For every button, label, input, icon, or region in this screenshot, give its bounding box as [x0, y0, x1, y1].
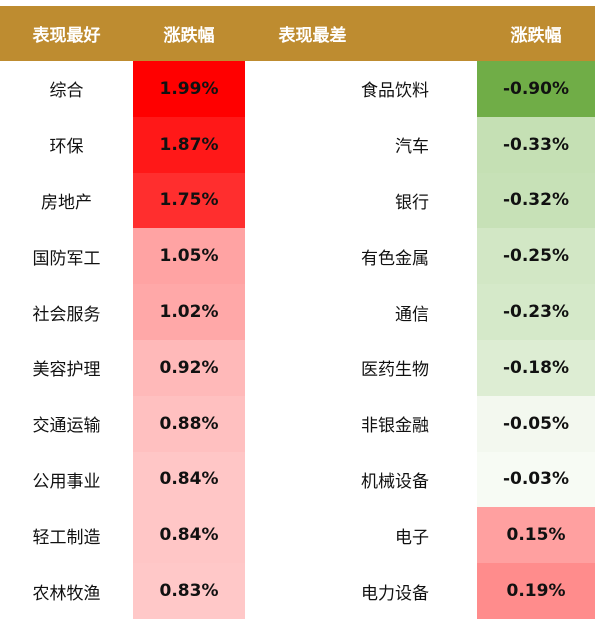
best-sector-change: 0.83% — [133, 563, 245, 619]
worst-sector-change: -0.05% — [477, 395, 595, 452]
best-sector-change: 1.87% — [133, 116, 245, 173]
worst-sector-change: -0.25% — [477, 228, 595, 285]
best-sector-change: 1.99% — [133, 61, 245, 117]
worst-sector-name: 非银金融 — [361, 416, 429, 437]
table-row: 社会服务 1.02% 通信 -0.23% — [0, 284, 595, 340]
worst-sector-name: 有色金属 — [361, 248, 429, 269]
worst-sector-change: -0.03% — [477, 451, 595, 508]
table-row: 轻工制造 0.84% 电子 0.15% — [0, 507, 595, 564]
best-sector-change: 0.88% — [133, 395, 245, 452]
worst-sector-change: -0.33% — [477, 116, 595, 173]
best-sector-name: 农林牧渔 — [32, 583, 101, 604]
best-sector-name: 综合 — [49, 81, 84, 102]
table-row: 国防军工 1.05% 有色金属 -0.25% — [0, 228, 595, 285]
worst-sector-name: 银行 — [395, 192, 429, 213]
worst-sector-change: -0.18% — [477, 339, 595, 396]
best-sector-name: 国防军工 — [32, 248, 101, 269]
worst-sector-change: 0.19% — [477, 563, 595, 619]
table-row: 公用事业 0.84% 机械设备 -0.03% — [0, 451, 595, 508]
table-row: 交通运输 0.88% 非银金融 -0.05% — [0, 395, 595, 452]
best-sector-name: 公用事业 — [32, 471, 101, 492]
worst-sector-name: 医药生物 — [361, 360, 429, 381]
best-sector-name: 轻工制造 — [32, 527, 101, 548]
table-row: 美容护理 0.92% 医药生物 -0.18% — [0, 339, 595, 396]
worst-sector-name: 电子 — [395, 527, 429, 548]
worst-sectors-header: 表现最差 — [245, 6, 380, 61]
worst-change-header: 涨跌幅 — [477, 6, 595, 61]
sector-performance-table: 表现最好 涨跌幅 表现最差 涨跌幅 综合 1.99% 食品饮料 -0.90% 环保 1.8… — [0, 6, 595, 619]
best-sector-name: 美容护理 — [32, 360, 101, 381]
table-body: 综合 1.99% 食品饮料 -0.90% 环保 1.87% 汽车 -0.33% 房地产 1.75%… — [0, 61, 595, 619]
table-row: 综合 1.99% 食品饮料 -0.90% — [0, 61, 595, 117]
best-sector-change: 1.05% — [133, 228, 245, 285]
best-sector-change: 0.92% — [133, 339, 245, 396]
table-row: 环保 1.87% 汽车 -0.33% — [0, 116, 595, 173]
worst-spacer-header — [380, 6, 477, 61]
best-change-header: 涨跌幅 — [133, 6, 245, 61]
best-sector-change: 0.84% — [133, 451, 245, 508]
table-row: 房地产 1.75% 银行 -0.32% — [0, 172, 595, 229]
best-sector-name: 交通运输 — [32, 416, 101, 437]
best-sector-name: 房地产 — [41, 192, 92, 213]
worst-sector-change: 0.15% — [477, 507, 595, 564]
best-sector-name: 社会服务 — [32, 304, 101, 325]
best-sectors-header: 表现最好 — [0, 6, 133, 61]
best-sector-change: 0.84% — [133, 507, 245, 564]
best-sector-change: 1.75% — [133, 172, 245, 229]
worst-sector-name: 机械设备 — [361, 471, 429, 492]
table-row: 农林牧渔 0.83% 电力设备 0.19% — [0, 563, 595, 619]
header-row: 表现最好 涨跌幅 表现最差 涨跌幅 — [0, 6, 595, 61]
worst-sector-name: 食品饮料 — [361, 81, 429, 102]
best-sector-name: 环保 — [49, 137, 84, 158]
worst-sector-name: 通信 — [395, 304, 429, 325]
worst-sector-name: 电力设备 — [361, 583, 429, 604]
worst-sector-name: 汽车 — [395, 137, 429, 158]
worst-sector-change: -0.32% — [477, 172, 595, 229]
best-sector-change: 1.02% — [133, 284, 245, 340]
worst-sector-change: -0.90% — [477, 61, 595, 117]
worst-sector-change: -0.23% — [477, 284, 595, 340]
